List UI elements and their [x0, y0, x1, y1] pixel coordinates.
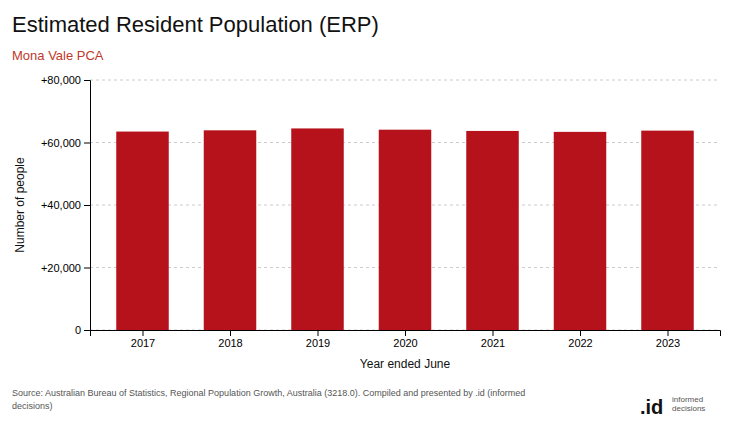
- bar: [466, 131, 519, 330]
- subtitle: Mona Vale PCA: [12, 48, 104, 63]
- y-tick-label: +60,000: [41, 137, 81, 149]
- title: Estimated Resident Population (ERP): [12, 12, 379, 37]
- x-axis: 2017 2018 2019 2020 2021 2022 2023: [91, 330, 721, 349]
- grid: [90, 80, 720, 330]
- y-tick-mark: [84, 268, 90, 269]
- x-tick: 2021: [481, 330, 505, 349]
- x-axis-title: Year ended June: [360, 357, 451, 371]
- y-tick-mark: [84, 80, 90, 81]
- x-axis-line: [91, 331, 721, 337]
- source: Source: Australian Bureau of Statistics,…: [12, 388, 525, 398]
- y-tick-label: +40,000: [41, 199, 81, 211]
- y-tick-label: 0: [75, 324, 81, 336]
- x-tick-mark: [143, 330, 144, 336]
- grid-line: [90, 80, 720, 81]
- x-tick-label: 2020: [393, 337, 417, 349]
- x-tick-mark: [668, 330, 669, 336]
- x-tick-mark: [318, 330, 319, 336]
- bar: [554, 132, 607, 330]
- x-tick: 2017: [131, 330, 155, 349]
- y-tick-mark: [84, 330, 90, 331]
- y-tick-mark: [84, 205, 90, 206]
- y-tick: +80,000: [41, 74, 90, 86]
- source: decisions): [12, 401, 53, 411]
- x-tick-mark: [405, 330, 406, 336]
- y-tick: 0: [75, 324, 90, 336]
- y-tick: +40,000: [41, 199, 90, 211]
- chart: Estimated Resident Population (ERP) Mona …: [0, 0, 740, 440]
- y-tick-label: +80,000: [41, 74, 81, 86]
- x-tick-label: 2021: [481, 337, 505, 349]
- y-tick-label: +20,000: [41, 262, 81, 274]
- bars: [116, 128, 694, 330]
- bar: [204, 130, 257, 330]
- x-tick: 2023: [656, 330, 680, 349]
- y-axis: 0 +20,000 +40,000 +60,000 +80,000: [41, 74, 91, 336]
- x-tick-label: 2023: [656, 337, 680, 349]
- y-tick-mark: [84, 143, 90, 144]
- bar: [291, 128, 344, 330]
- y-axis-line: [84, 81, 91, 331]
- x-tick-mark: [580, 330, 581, 336]
- bar: [641, 131, 694, 330]
- bar: [116, 132, 169, 330]
- y-axis-title: Number of people: [13, 157, 27, 253]
- x-tick-label: 2022: [568, 337, 592, 349]
- x-tick-label: 2017: [131, 337, 155, 349]
- x-tick-label: 2018: [218, 337, 242, 349]
- y-tick: +60,000: [41, 137, 90, 149]
- x-tick-mark: [493, 330, 494, 336]
- plot: 0+20,000+40,000+60,000+80,00020172018201…: [13, 74, 721, 371]
- x-tick-label: 2019: [306, 337, 330, 349]
- x-tick: 2020: [393, 330, 417, 349]
- x-tick: 2018: [218, 330, 242, 349]
- x-tick: 2022: [568, 330, 592, 349]
- y-tick: +20,000: [41, 262, 90, 274]
- x-tick: 2019: [306, 330, 330, 349]
- logo: .id: [640, 396, 663, 418]
- bar: [379, 130, 432, 330]
- x-tick-mark: [230, 330, 231, 336]
- logo-text: decisions: [672, 404, 705, 413]
- logo-text: informed: [672, 395, 703, 404]
